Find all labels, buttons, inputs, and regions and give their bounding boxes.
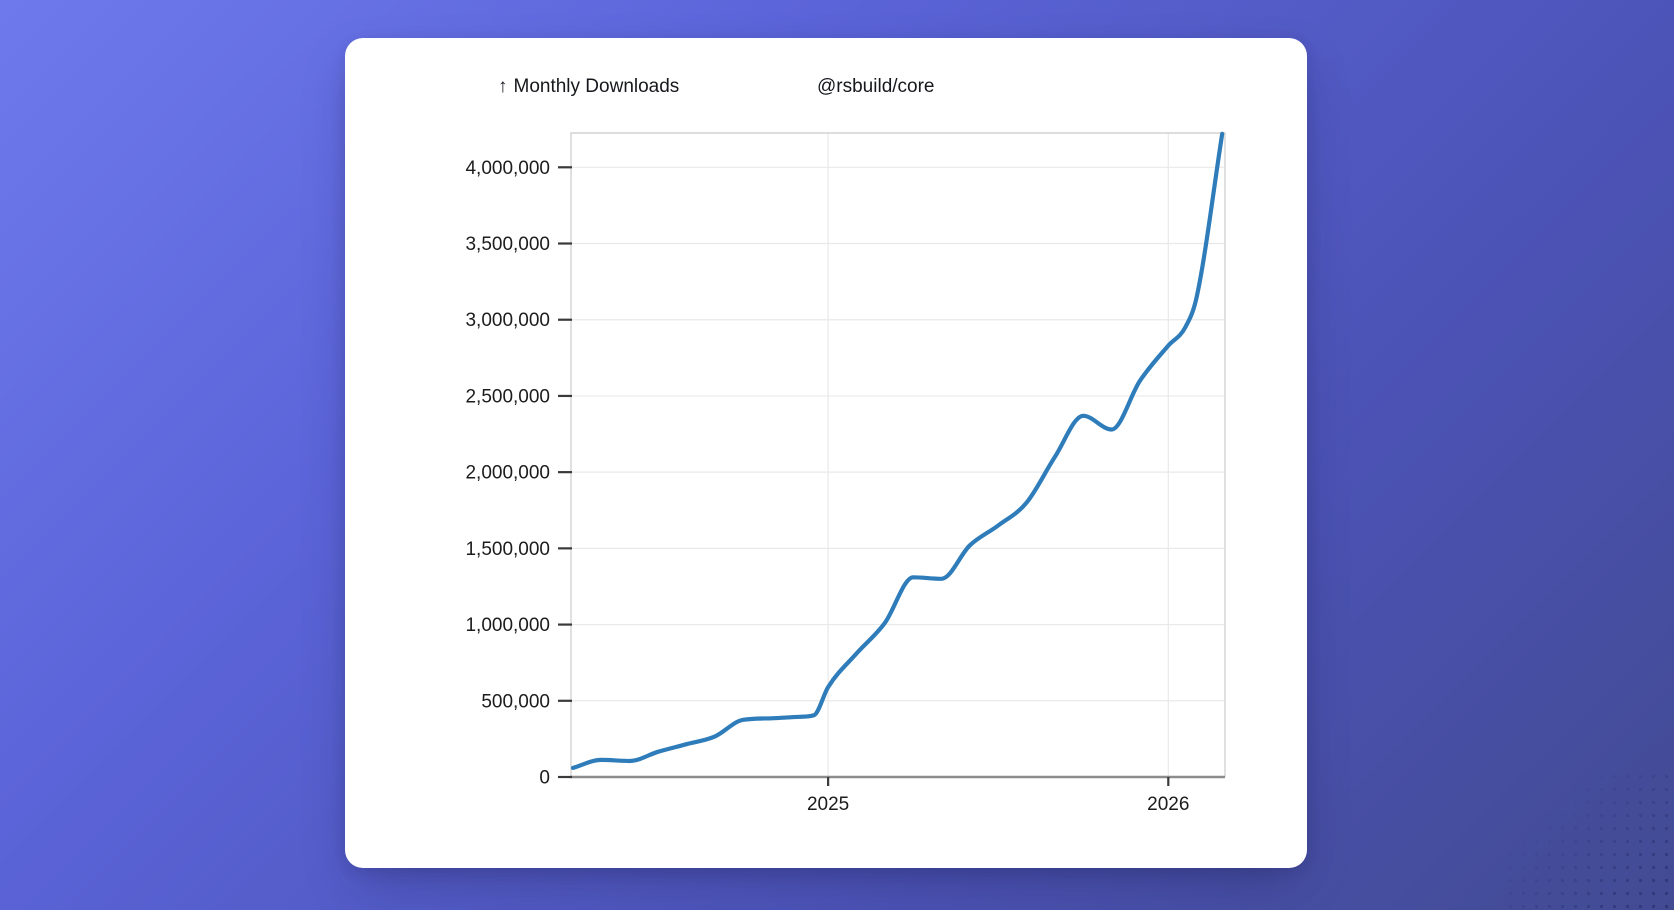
package-name-label: @rsbuild/core bbox=[817, 76, 935, 97]
background-dot-pattern bbox=[1504, 770, 1674, 910]
trend-up-arrow-icon: ↑ bbox=[498, 76, 508, 97]
downloads-chart-card: ↑ Monthly Downloads @rsbuild/core 0 500,00… bbox=[345, 38, 1307, 868]
y-axis-tick-label: 2,000,000 bbox=[465, 463, 550, 484]
y-axis-tick-label: 0 bbox=[539, 768, 550, 789]
chart-title-label: Monthly Downloads bbox=[513, 76, 680, 97]
chart-header: ↑ Monthly Downloads @rsbuild/core bbox=[345, 74, 1307, 100]
y-axis-tick-label: 4,000,000 bbox=[465, 158, 550, 179]
y-axis-tick-label: 500,000 bbox=[481, 691, 550, 712]
chart-svg: 0 500,000 1,000,000 1,500,000 2,000,000 2,500… bbox=[465, 131, 1226, 815]
y-axis-tick-label: 1,000,000 bbox=[465, 615, 550, 636]
y-axis-tick-label: 1,500,000 bbox=[465, 539, 550, 560]
y-axis-tick-label: 3,000,000 bbox=[465, 310, 550, 331]
chart-title: ↑ Monthly Downloads bbox=[498, 74, 679, 100]
downloads-line-chart: 0 500,000 1,000,000 1,500,000 2,000,000 2,500… bbox=[345, 38, 1307, 868]
y-axis-tick-label: 2,500,000 bbox=[465, 386, 550, 407]
x-axis-tick-label: 2026 bbox=[1147, 794, 1189, 815]
plot-border bbox=[570, 132, 1226, 777]
x-axis-tick-label: 2025 bbox=[807, 794, 849, 815]
downloads-series-line bbox=[570, 131, 1225, 770]
y-axis-tick-label: 3,500,000 bbox=[465, 234, 550, 255]
